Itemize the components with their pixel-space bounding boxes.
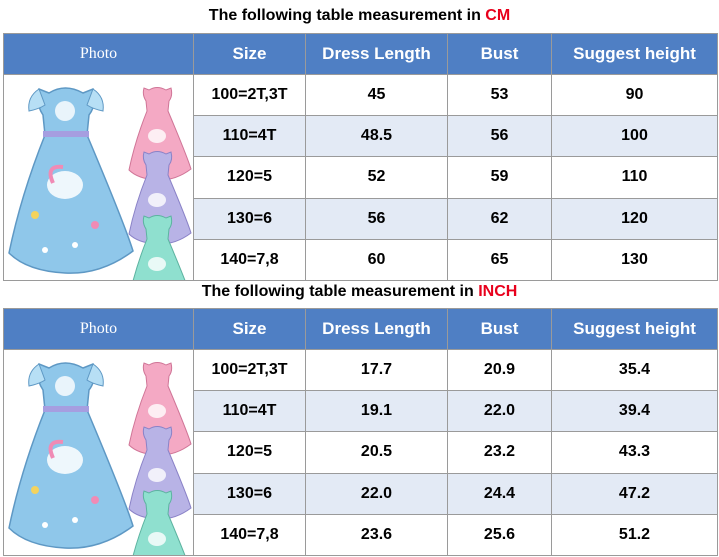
table-row: 130=6 56 62 120 — [4, 197, 718, 240]
title-unit: CM — [485, 7, 511, 24]
suggest-height-cell: 43.3 — [551, 431, 718, 474]
suggest-height-cell: 110 — [551, 156, 718, 199]
table-title-cm: The following table measurement in CM — [0, 7, 719, 25]
dress-photo — [5, 75, 193, 280]
bust-cell: 24.4 — [447, 472, 552, 515]
dress-length-cell: 60 — [305, 238, 448, 282]
table-row: 140=7,8 23.6 25.6 51.2 — [4, 513, 718, 557]
table-title-inch: The following table measurement in INCH — [0, 283, 719, 301]
dress-length-cell: 45 — [305, 73, 448, 117]
col-header-bust: Bust — [447, 33, 552, 75]
dress-length-cell: 48.5 — [305, 115, 448, 158]
size-cell: 130=6 — [193, 472, 306, 515]
suggest-height-cell: 51.2 — [551, 513, 718, 557]
table-row: 110=4T 48.5 56 100 — [4, 115, 718, 158]
suggest-height-cell: 47.2 — [551, 472, 718, 515]
bust-cell: 56 — [447, 115, 552, 158]
photo-cell — [3, 74, 194, 281]
title-prefix: The following table measurement in — [201, 283, 474, 300]
title-unit: INCH — [478, 283, 518, 300]
dress-length-cell: 52 — [305, 156, 448, 199]
dress-length-cell: 23.6 — [305, 513, 448, 557]
size-cell: 130=6 — [193, 197, 306, 240]
table-row: 140=7,8 60 65 130 — [4, 238, 718, 282]
dress-length-cell: 19.1 — [305, 390, 448, 433]
dress-length-cell: 56 — [305, 197, 448, 240]
dress-length-cell: 22.0 — [305, 472, 448, 515]
bust-cell: 62 — [447, 197, 552, 240]
photo-cell — [3, 349, 194, 556]
bust-cell: 22.0 — [447, 390, 552, 433]
col-header-photo: Photo — [3, 33, 194, 75]
table-row: 120=5 20.5 23.2 43.3 — [4, 431, 718, 474]
size-cell: 110=4T — [193, 390, 306, 433]
dress-length-cell: 20.5 — [305, 431, 448, 474]
bust-cell: 53 — [447, 73, 552, 117]
size-cell: 120=5 — [193, 156, 306, 199]
suggest-height-cell: 100 — [551, 115, 718, 158]
bust-cell: 25.6 — [447, 513, 552, 557]
bust-cell: 65 — [447, 238, 552, 282]
table-header-row: Photo Size Dress Length Bust Suggest hei… — [3, 308, 718, 350]
bust-cell: 23.2 — [447, 431, 552, 474]
dress-length-cell: 17.7 — [305, 348, 448, 392]
col-header-suggest-height: Suggest height — [551, 33, 718, 75]
table-row: 130=6 22.0 24.4 47.2 — [4, 472, 718, 515]
col-header-dress-length: Dress Length — [305, 33, 448, 75]
dress-photo — [5, 350, 193, 555]
bust-cell: 59 — [447, 156, 552, 199]
size-cell: 110=4T — [193, 115, 306, 158]
title-prefix: The following table measurement in — [208, 7, 481, 24]
measurement-table-inch: Photo Size Dress Length Bust Suggest hei… — [3, 308, 718, 557]
col-header-suggest-height: Suggest height — [551, 308, 718, 350]
col-header-bust: Bust — [447, 308, 552, 350]
size-cell: 120=5 — [193, 431, 306, 474]
suggest-height-cell: 35.4 — [551, 348, 718, 392]
size-cell: 140=7,8 — [193, 513, 306, 557]
table-row: 100=2T,3T 17.7 20.9 35.4 — [3, 348, 718, 556]
table-row: 100=2T,3T 45 53 90 — [3, 73, 718, 281]
dress-illustration-icon — [7, 87, 192, 280]
dress-illustration-icon — [7, 362, 192, 555]
col-header-size: Size — [193, 308, 306, 350]
measurement-table-cm: Photo Size Dress Length Bust Suggest hei… — [3, 33, 718, 282]
suggest-height-cell: 130 — [551, 238, 718, 282]
bust-cell: 20.9 — [447, 348, 552, 392]
size-cell: 100=2T,3T — [193, 348, 306, 392]
table-row: 110=4T 19.1 22.0 39.4 — [4, 390, 718, 433]
size-cell: 100=2T,3T — [193, 73, 306, 117]
col-header-photo: Photo — [3, 308, 194, 350]
suggest-height-cell: 120 — [551, 197, 718, 240]
col-header-size: Size — [193, 33, 306, 75]
col-header-dress-length: Dress Length — [305, 308, 448, 350]
suggest-height-cell: 90 — [551, 73, 718, 117]
table-header-row: Photo Size Dress Length Bust Suggest hei… — [3, 33, 718, 75]
suggest-height-cell: 39.4 — [551, 390, 718, 433]
size-cell: 140=7,8 — [193, 238, 306, 282]
